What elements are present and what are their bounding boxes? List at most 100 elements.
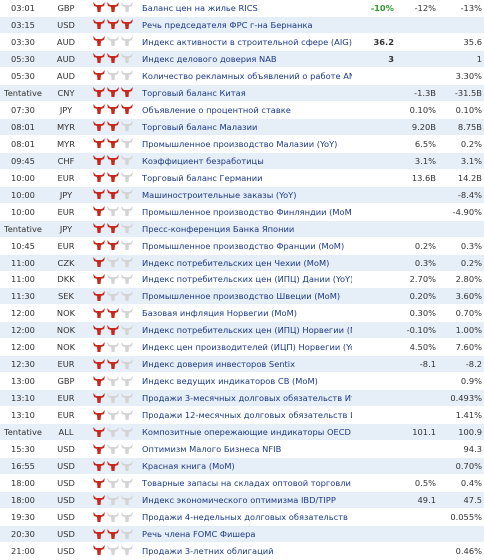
event-row[interactable]: 05:30 AUD Индекс делового доверия NAB 3 1	[0, 50, 484, 68]
importance	[86, 341, 140, 353]
bull-icon	[121, 172, 133, 183]
event-row[interactable]: 09:45 CHF Коэффициент безработицы 3.1% 3.1%	[0, 152, 484, 170]
event-row[interactable]: 20:30 USD Речь члена FOMC Фишера	[0, 526, 484, 543]
event-time: 19:30	[11, 512, 35, 523]
event-time: 11:30	[11, 291, 35, 302]
bull-icon	[107, 375, 119, 386]
bull-icon	[93, 392, 105, 403]
event-row[interactable]: 03:30 AUD Индекс активности в строительной…	[0, 34, 484, 51]
forecast-value: 0.10%	[409, 104, 436, 115]
bull-icon	[121, 477, 133, 488]
event-row[interactable]: Tentative JPY Пресс-конференция Банка Япон…	[0, 220, 484, 238]
bull-icon	[107, 2, 119, 13]
bull-icon	[121, 324, 133, 335]
event-row[interactable]: 19:30 USD Продажи 4-недельных долговых обя…	[0, 509, 484, 527]
forecast-value: 13.6B	[411, 172, 436, 183]
event-row[interactable]: 12:00 NOK Индекс цен производителей (ИЦП) …	[0, 339, 484, 357]
event-time: 21:00	[11, 545, 35, 556]
bull-icon	[121, 70, 133, 81]
event-time: 13:00	[11, 376, 35, 387]
event-row[interactable]: 11:00 DKK Индекс потребительских цен (ИПЦ)…	[0, 272, 484, 289]
event-row[interactable]: 10:00 EUR Торговый баланс Германии 13.6B 14.…	[0, 170, 484, 187]
event-row[interactable]: 07:30 JPY Объявление о процентной ставке 0.…	[0, 102, 484, 119]
event-row[interactable]: 11:00 CZK Индекс потребительских цен Чехии…	[0, 254, 484, 272]
event-row[interactable]: 10:45 EUR Промышленное производство Франци…	[0, 238, 484, 255]
importance	[86, 70, 140, 81]
bull-icon	[121, 121, 133, 132]
bull-icon	[107, 545, 119, 556]
currency: SEK	[58, 291, 74, 302]
bull-icon	[107, 443, 119, 454]
event-name: Товарные запасы на складах оптовой торго…	[142, 478, 352, 489]
bull-icon	[107, 528, 119, 539]
bull-icon	[93, 290, 105, 301]
event-row[interactable]: Tentative ALL Композитные опережающие инди…	[0, 424, 484, 442]
event-time: 10:00	[11, 206, 35, 217]
event-row[interactable]: 08:01 MYR Промышленное производство Малази…	[0, 136, 484, 153]
importance	[86, 494, 140, 506]
bull-icon	[107, 307, 119, 318]
forecast-value: 49.1	[417, 495, 436, 506]
event-row[interactable]: 10:00 JPY Машиностроительные заказы (YoY) -…	[0, 186, 484, 204]
event-row[interactable]: 13:00 GBP Индекс ведущих индикаторов CB (M…	[0, 373, 484, 391]
currency: USD	[57, 444, 75, 455]
currency: CNY	[57, 87, 75, 98]
bull-icon	[107, 341, 119, 352]
bull-icon	[107, 358, 119, 369]
currency: ALL	[58, 427, 74, 438]
event-row[interactable]: 16:55 USD Красная книга (MoM) 0.70%	[0, 458, 484, 476]
actual-value: 36.2	[373, 36, 394, 47]
event-row[interactable]: 21:00 USD Продажи 3-летних облигаций 0.46%	[0, 543, 484, 560]
currency: MYR	[57, 138, 75, 149]
event-row[interactable]: 15:30 USD Оптимизм Малого Бизнеса NFIB 94.3	[0, 441, 484, 459]
bull-icon	[107, 409, 119, 420]
bull-icon	[107, 392, 119, 403]
forecast-value: -1.3B	[414, 87, 436, 98]
event-row[interactable]: 13:10 EUR Продажи 12-месячных долговых обя…	[0, 407, 484, 425]
event-row[interactable]: 13:10 EUR Продажи 3-месячных долговых обяз…	[0, 390, 484, 408]
bull-icon	[121, 392, 133, 403]
currency: USD	[57, 461, 75, 472]
importance	[86, 2, 140, 13]
event-row[interactable]: 18:00 USD Товарные запасы на складах оптов…	[0, 475, 484, 493]
event-time: 10:00	[11, 172, 35, 183]
event-name: Индекс потребительских цен Чехии (MoM)	[142, 257, 330, 268]
event-time: 12:00	[11, 342, 35, 353]
importance	[86, 206, 140, 217]
bull-icon	[121, 409, 133, 420]
forecast-value: 0.5%	[414, 478, 436, 489]
bull-icon	[107, 104, 119, 115]
event-row[interactable]: 05:30 AUD Количество рекламных объявлений …	[0, 68, 484, 85]
event-name: Объявление о процентной ставке	[142, 104, 291, 115]
bull-icon	[107, 240, 119, 251]
bull-icon	[121, 223, 133, 234]
importance	[86, 409, 140, 421]
event-name: Промышленное производство Малазии (YoY)	[142, 138, 338, 149]
previous-value: -13%	[460, 2, 482, 13]
event-row[interactable]: Tentative CNY Торговый баланс Китая -1.3B -3…	[0, 84, 484, 102]
event-row[interactable]: 03:15 USD Речь председателя ФРС г-на Берна…	[0, 16, 484, 34]
previous-value: 0.70%	[455, 308, 482, 319]
currency: EUR	[57, 172, 75, 183]
event-row[interactable]: 12:30 EUR Индекс доверия инвесторов Sentix…	[0, 356, 484, 374]
event-row[interactable]: 03:01 GBP Баланс цен на жилье RICS -10% -12%…	[0, 0, 484, 17]
forecast-value: 0.2%	[414, 240, 436, 251]
bull-icon	[93, 240, 105, 251]
event-time: 10:00	[11, 189, 35, 200]
event-row[interactable]: 18:00 USD Индекс экономического оптимизма …	[0, 492, 484, 510]
event-row[interactable]: 08:01 MYR Торговый баланс Малазии 9.20B 8.75…	[0, 118, 484, 136]
event-row[interactable]: 12:00 NOK Индекс потребительских цен (ИПЦ)…	[0, 322, 484, 340]
previous-value: 1.41%	[455, 410, 482, 421]
event-row[interactable]: 11:30 SEK Промышленное производство Швеции…	[0, 288, 484, 306]
bull-icon	[107, 87, 119, 98]
bull-icon	[93, 138, 105, 149]
bull-icon	[93, 324, 105, 335]
bull-icon	[93, 87, 105, 98]
bull-icon	[107, 460, 119, 471]
event-row[interactable]: 12:00 NOK Базовая инфляция Норвегии (MoM) 0…	[0, 305, 484, 323]
importance	[86, 443, 140, 455]
event-time: 13:10	[11, 393, 35, 404]
importance	[86, 426, 140, 438]
event-row[interactable]: 10:00 EUR Промышленное производство Финлян…	[0, 204, 484, 221]
event-time: 07:30	[11, 104, 35, 115]
